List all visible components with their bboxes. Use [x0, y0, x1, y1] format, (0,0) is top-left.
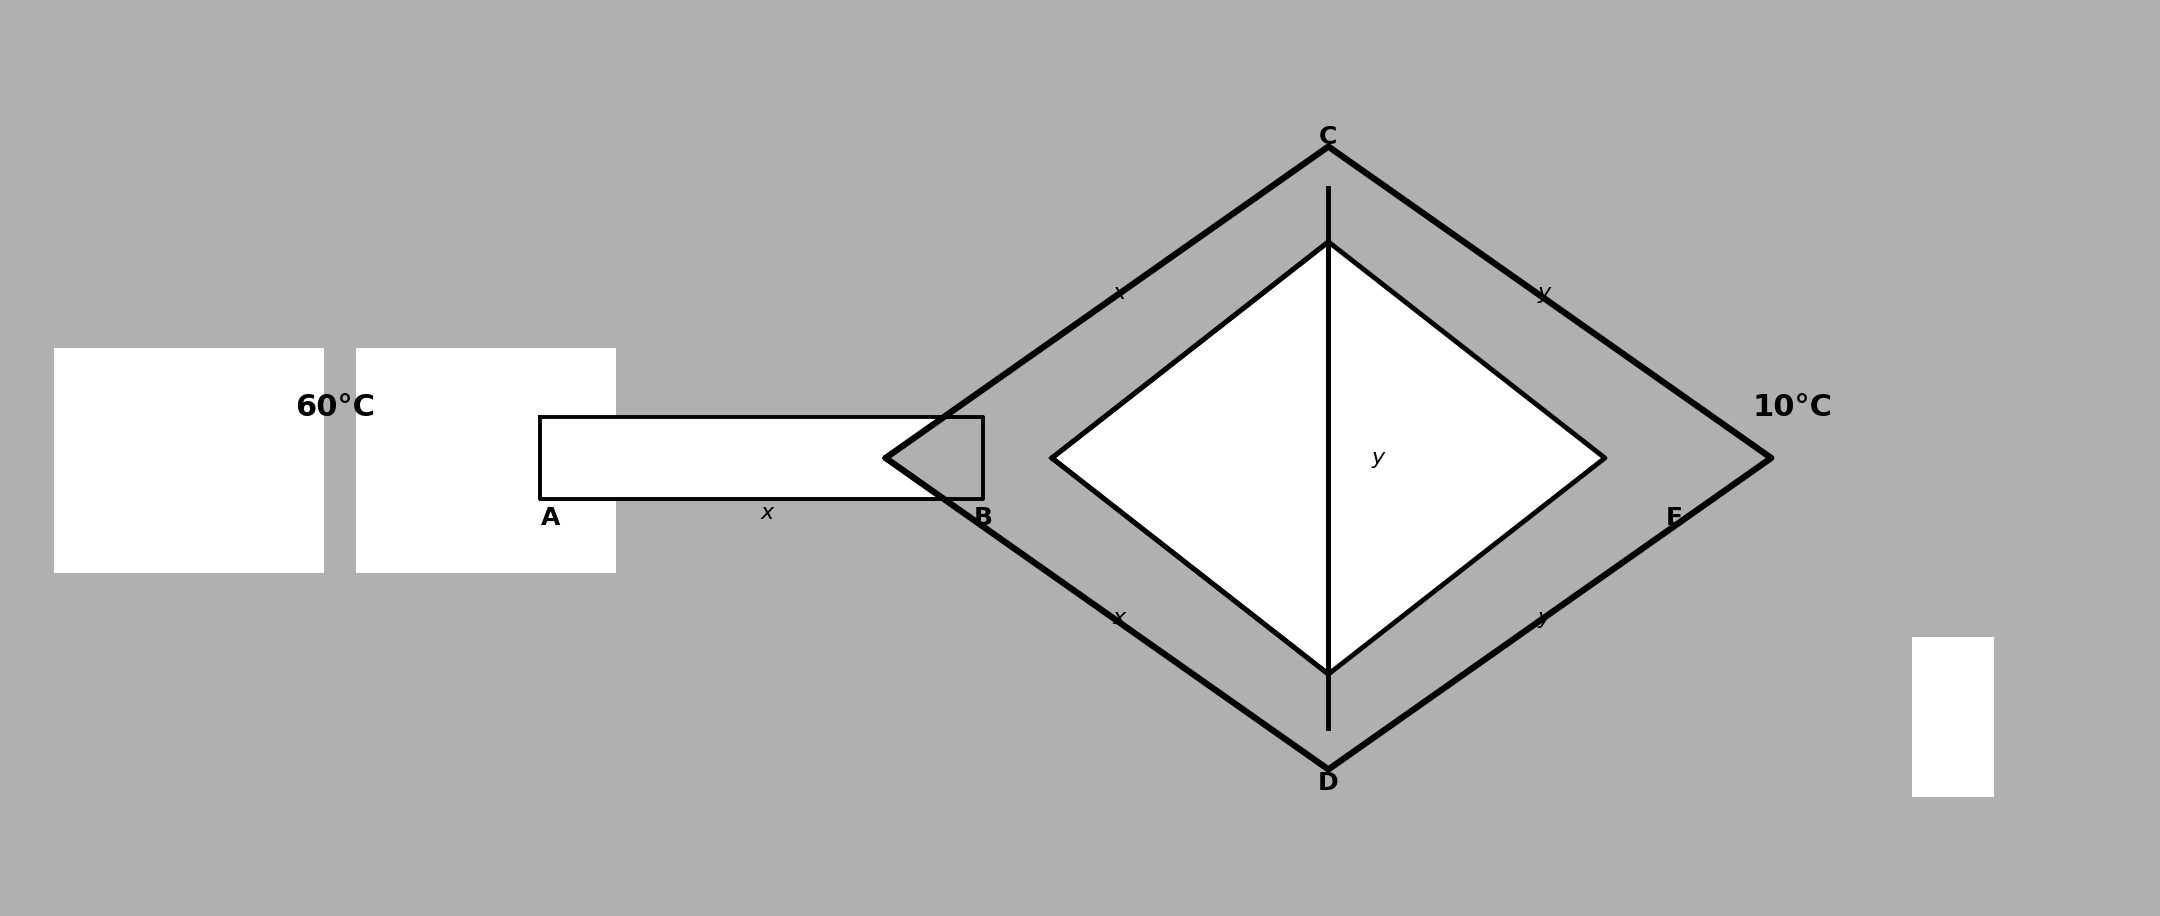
Text: E: E — [1665, 506, 1683, 529]
Text: C: C — [1320, 125, 1337, 149]
Polygon shape — [886, 147, 1771, 769]
Text: y: y — [1538, 608, 1551, 628]
Polygon shape — [540, 417, 983, 499]
Polygon shape — [1052, 242, 1605, 674]
Text: y: y — [1538, 283, 1551, 303]
Text: 10°C: 10°C — [1752, 393, 1834, 422]
Text: x: x — [760, 503, 773, 523]
Text: B: B — [974, 506, 991, 529]
Bar — [356, 348, 616, 572]
Text: x: x — [1112, 608, 1125, 628]
Text: 60°C: 60°C — [294, 393, 376, 422]
Text: y: y — [1372, 448, 1385, 468]
Bar — [1912, 637, 1994, 797]
Text: x: x — [1112, 283, 1125, 303]
Bar — [54, 348, 324, 572]
Text: D: D — [1318, 771, 1339, 795]
Text: A: A — [542, 506, 559, 529]
